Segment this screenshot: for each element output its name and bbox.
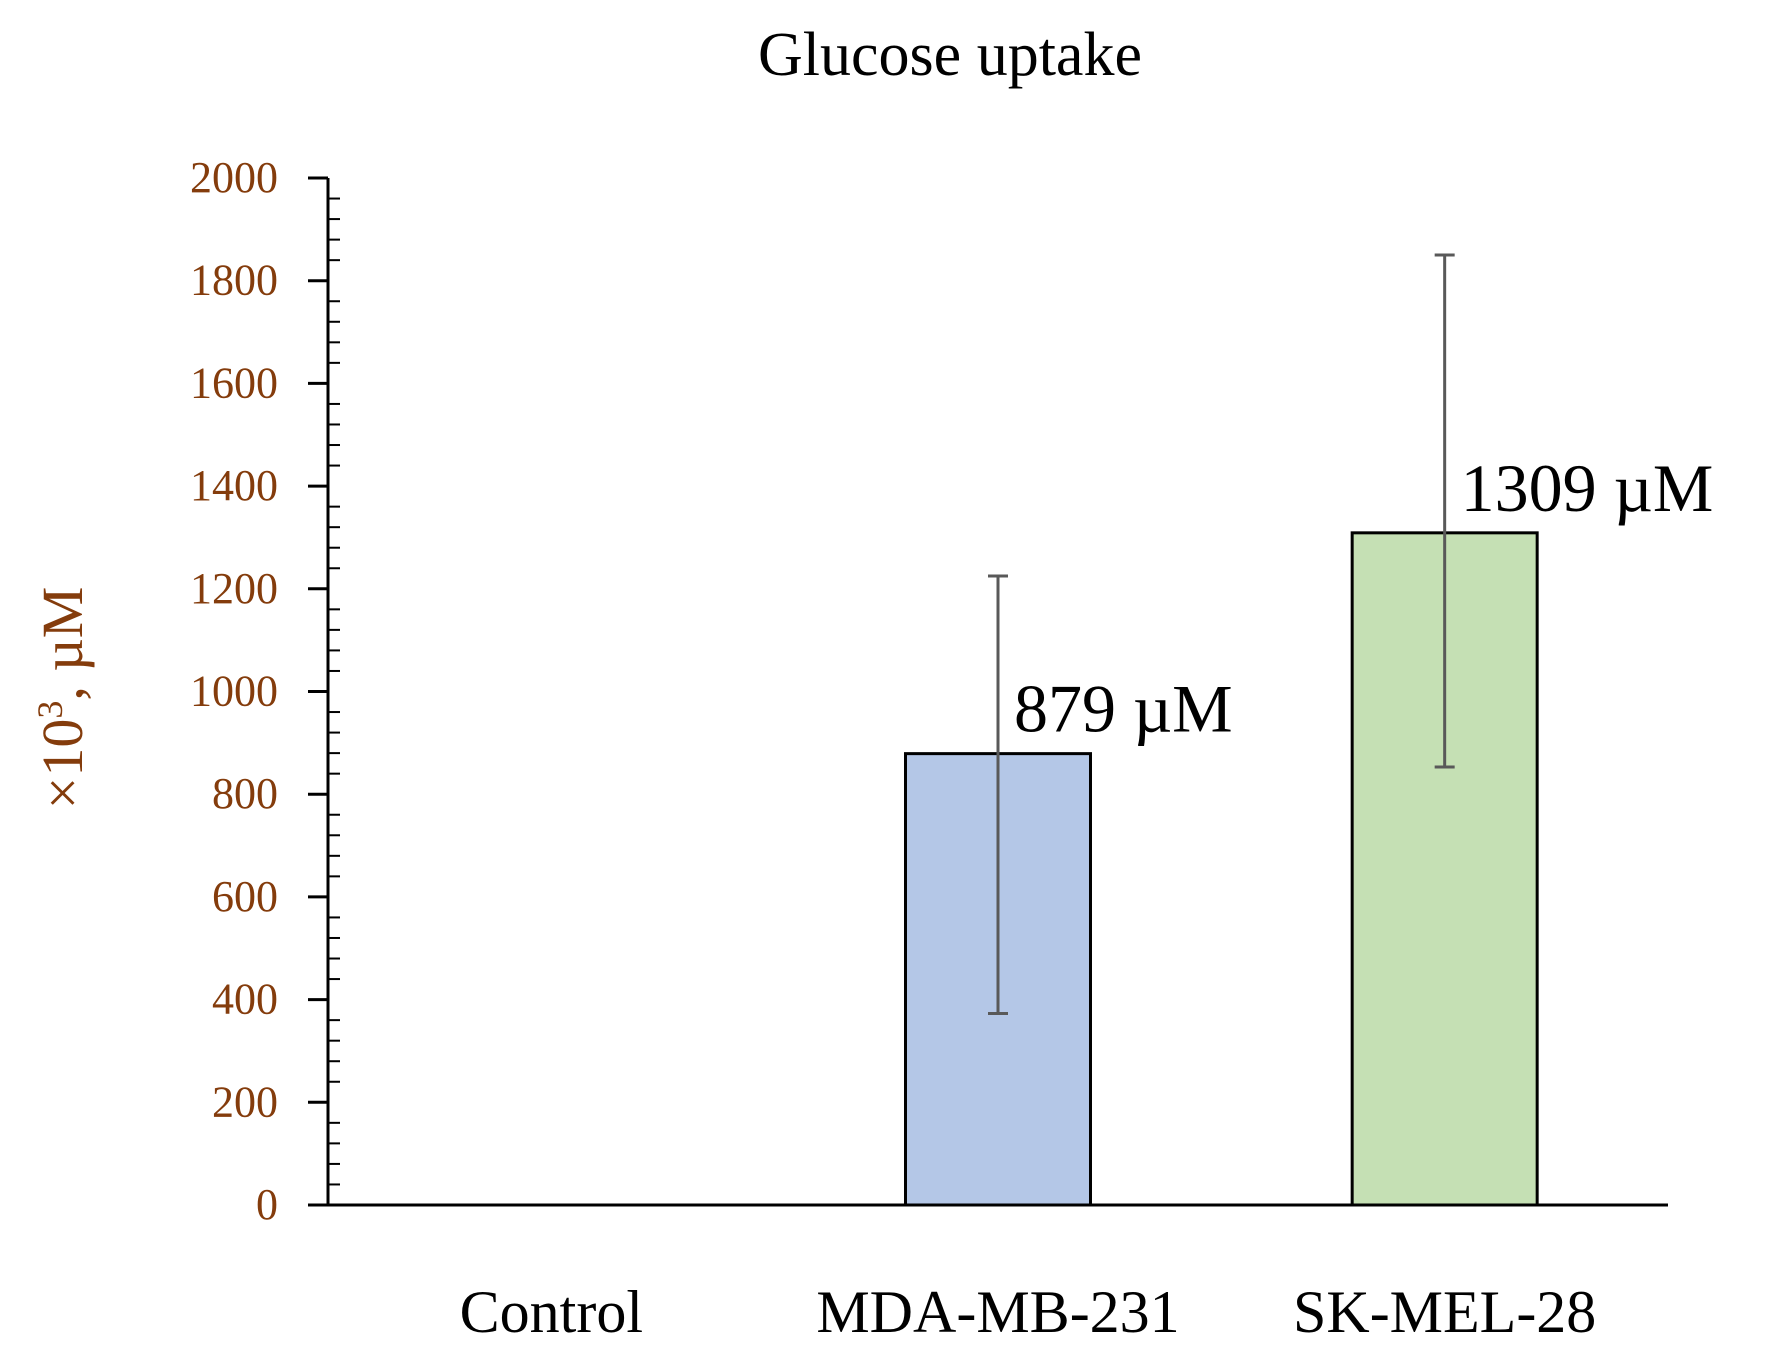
y-tick-label: 400: [212, 975, 278, 1024]
y-tick-label: 1800: [190, 256, 278, 305]
y-axis-label-exponent: 3: [30, 701, 70, 719]
x-tick-label: SK-MEL-28: [1293, 1279, 1596, 1345]
y-tick-label: 800: [212, 769, 278, 818]
y-axis-ticks: 0 200 400 600 800 1000 1200 1400 1600 1800 2000: [190, 153, 340, 1229]
bar-value-label: 1309 µM: [1461, 450, 1714, 526]
y-tick-label: 2000: [190, 153, 278, 202]
x-tick-label: Control: [460, 1279, 643, 1345]
x-tick-label: MDA-MB-231: [816, 1279, 1179, 1345]
y-tick-label: 1000: [190, 667, 278, 716]
y-tick-label: 1200: [190, 564, 278, 613]
y-tick-label: 1600: [190, 358, 278, 407]
chart-title: Glucose uptake: [758, 21, 1142, 89]
error-bars: [988, 253, 1455, 1015]
y-axis-label-prefix: ×10: [30, 719, 95, 810]
y-tick-label: 600: [212, 872, 278, 921]
x-axis-labels: Control MDA-MB-231 SK-MEL-28: [460, 1279, 1597, 1345]
y-axis-label-unit: , µM: [30, 587, 95, 701]
y-tick-label: 1400: [190, 461, 278, 510]
y-tick-label: 0: [256, 1180, 278, 1229]
y-tick-label: 200: [212, 1077, 278, 1126]
bars: [904, 531, 1539, 1207]
bar-value-label: 879 µM: [1014, 671, 1233, 747]
data-labels: 879 µM 1309 µM: [1014, 450, 1713, 747]
y-axis-label: ×103, µM: [30, 587, 95, 810]
